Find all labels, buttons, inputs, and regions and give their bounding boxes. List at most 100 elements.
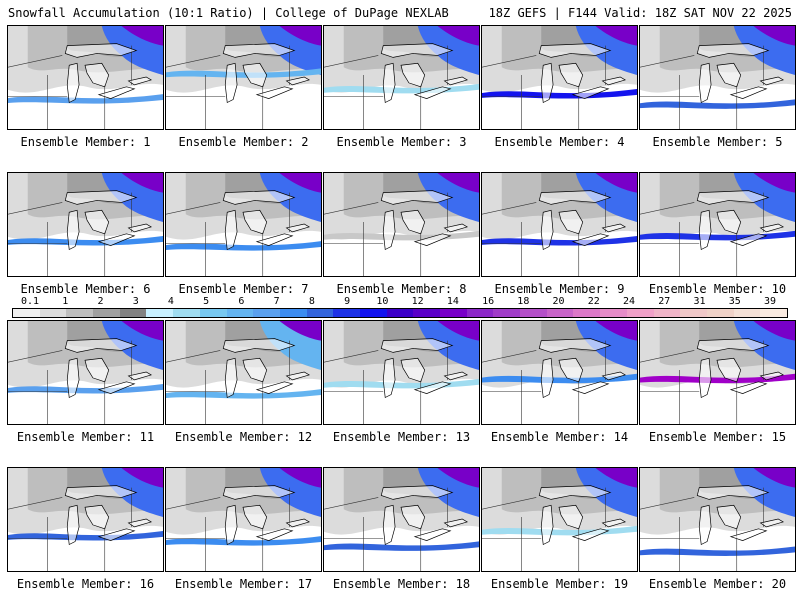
great-lake (382, 209, 396, 251)
ensemble-member-label: Ensemble Member: 7 (178, 282, 309, 296)
state-border (166, 350, 221, 363)
great-lake (443, 371, 469, 381)
snowfall-max-core (595, 26, 637, 46)
colorbar-swatch (546, 309, 574, 317)
great-lake (382, 504, 396, 546)
snowfall-max-core (753, 173, 795, 193)
snow-band (8, 384, 163, 394)
great-lake (380, 190, 454, 205)
snowfall-max-core (279, 26, 321, 46)
great-lake (127, 371, 153, 381)
snow-band (324, 541, 479, 551)
great-lake (255, 233, 294, 246)
colorbar-swatch (520, 309, 547, 317)
snowfall-map (324, 173, 479, 276)
snowfall-max-core (595, 173, 637, 193)
ensemble-panel (323, 320, 480, 425)
snow-band (482, 89, 637, 99)
great-lake (84, 357, 110, 383)
great-lake (443, 76, 469, 86)
great-lake (222, 190, 296, 205)
ensemble-member-label: Ensemble Member: 13 (332, 430, 471, 444)
great-lake (84, 504, 110, 530)
ensemble-member-label: Ensemble Member: 15 (648, 430, 787, 444)
state-border (482, 55, 537, 68)
great-lake (66, 209, 80, 251)
great-lake (759, 76, 785, 86)
snowfall-map (166, 321, 321, 424)
snow-band (166, 389, 321, 399)
snowfall-map (482, 321, 637, 424)
ensemble-member-label: Ensemble Member: 18 (332, 577, 471, 591)
ensemble-member-label: Ensemble Member: 3 (336, 135, 467, 149)
great-lake (380, 43, 454, 58)
great-lake (222, 338, 296, 353)
great-lake (413, 233, 452, 246)
great-lake (558, 209, 584, 235)
colorbar-swatch (386, 309, 414, 317)
colorbar-swatch (653, 309, 681, 317)
great-lake (729, 86, 768, 99)
great-lake (716, 357, 742, 383)
snow-band (640, 546, 795, 556)
snowfall-max-core (121, 173, 163, 193)
colorbar-swatch (359, 309, 387, 317)
great-lake (716, 209, 742, 235)
snowfall-max-core (121, 468, 163, 488)
great-lake (729, 528, 768, 541)
colorbar-swatch (440, 309, 467, 317)
great-lake (729, 233, 768, 246)
state-border (8, 350, 63, 363)
snow-band (482, 236, 637, 246)
state-border (8, 55, 63, 68)
great-lake (64, 190, 138, 205)
state-border (8, 497, 63, 510)
ensemble-panel (323, 172, 480, 277)
page-title: Snowfall Accumulation (10:1 Ratio) | Col… (8, 6, 449, 20)
great-lake (413, 528, 452, 541)
great-lake (242, 62, 268, 88)
state-border (640, 202, 695, 215)
snow-band (8, 94, 163, 104)
great-lake (538, 43, 612, 58)
great-lake (255, 381, 294, 394)
great-lake (66, 504, 80, 546)
colorbar-swatch (493, 309, 521, 317)
great-lake (540, 504, 554, 546)
great-lake (224, 357, 238, 399)
ensemble-panel (639, 172, 796, 277)
great-lake (538, 338, 612, 353)
great-lake (255, 86, 294, 99)
snowfall-map (482, 26, 637, 129)
ensemble-member-label: Ensemble Member: 12 (174, 430, 313, 444)
colorbar-swatch (13, 309, 40, 317)
snowfall-map (640, 468, 795, 571)
snow-band (166, 536, 321, 546)
colorbar-tick-label: 5 (203, 296, 210, 307)
snowfall-map (640, 26, 795, 129)
colorbar-swatch (306, 309, 334, 317)
snowfall-max-core (437, 321, 479, 341)
colorbar-swatch (279, 309, 307, 317)
snowfall-max-core (753, 26, 795, 46)
snowfall-max-core (595, 321, 637, 341)
great-lake (443, 223, 469, 233)
colorbar-tick-label: 6 (238, 296, 245, 307)
great-lake (413, 381, 452, 394)
colorbar-tick-label: 7 (273, 296, 280, 307)
snowfall-map (8, 26, 163, 129)
colorbar-swatch (466, 309, 494, 317)
colorbar-tick-label: 39 (763, 296, 777, 307)
colorbar-tick-label: 2 (97, 296, 104, 307)
great-lake (558, 357, 584, 383)
colorbar-tick-label: 1 (62, 296, 69, 307)
snowfall-max-core (437, 26, 479, 46)
colorbar-tick-label: 20 (552, 296, 565, 307)
great-lake (224, 209, 238, 251)
snow-band (8, 531, 163, 541)
snowfall-map (166, 468, 321, 571)
colorbar-swatch (706, 309, 734, 317)
ensemble-panel (165, 172, 322, 277)
great-lake (380, 485, 454, 500)
great-lake (696, 485, 770, 500)
